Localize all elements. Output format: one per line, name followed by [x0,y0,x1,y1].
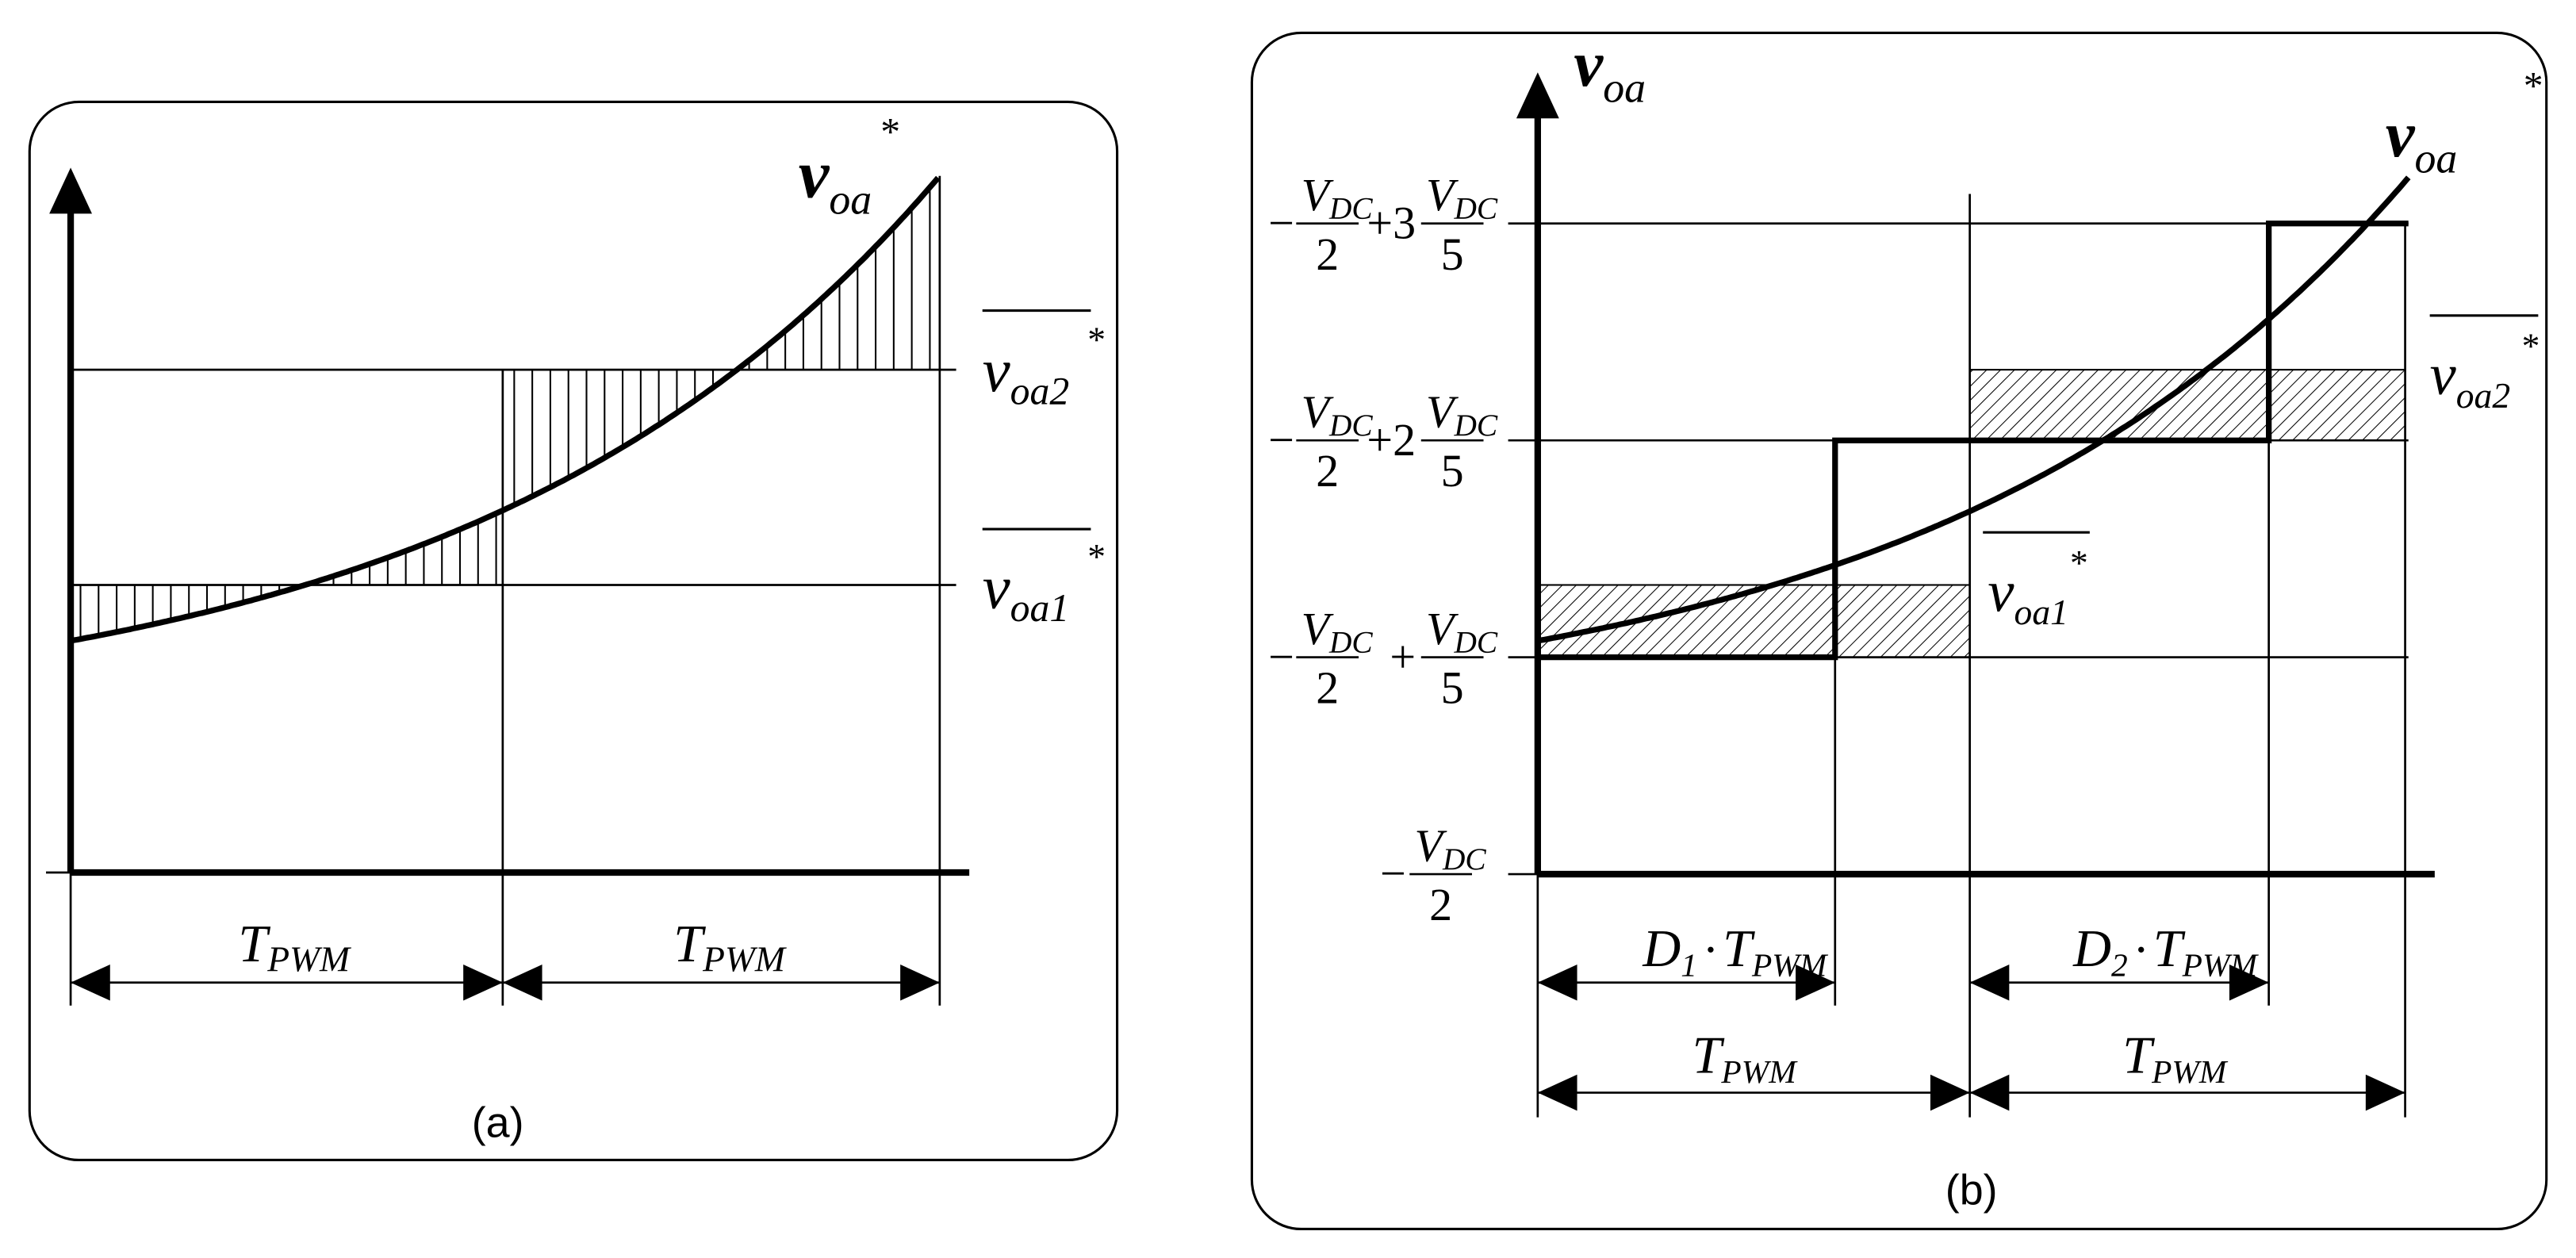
avg1-label-star: * [1087,536,1106,577]
panel-a-frame [28,100,1119,1162]
curve-label: voa [2386,98,2458,182]
curve-label: voa [799,136,872,224]
panel-b-frame [1250,31,2548,1231]
arrow-left-icon [71,964,110,1001]
fraction-numerator: VDC [1301,603,1374,659]
avg2-label: voa2 [983,336,1070,413]
curve-label-star: * [2524,63,2543,107]
level-multiplier: +3 [1367,197,1416,248]
fraction-denominator: 5 [1441,662,1464,714]
duty2-label: D2 · TPWM [2072,920,2259,983]
arrow-left-icon [1969,964,2010,1001]
fraction-numerator: VDC [1426,603,1498,659]
level-multiplier: + [1390,631,1416,682]
panel-a: voa * voa2 * voa1 * TPWM TPWM (a) [28,100,1119,1162]
avg2-hatched-area [1968,369,2406,442]
avg2-label-star: * [1087,319,1106,359]
fraction-numerator: VDC [1301,169,1374,225]
arrow-right-icon [2229,964,2269,1001]
output-voltage-step-waveform [1537,221,2409,661]
fraction-denominator: 2 [1316,662,1339,714]
period-label-1: TPWM [238,915,352,979]
fraction-numerator: VDC [1301,386,1374,443]
avg1-label-star: * [2070,543,2088,583]
arrow-left-icon [1537,964,1577,1001]
panel-a-error-hatching [79,187,931,639]
fraction-numerator: VDC [1426,169,1498,225]
reference-voltage-curve [70,175,941,644]
fraction-denominator: 2 [1316,445,1339,497]
minus-sign: − [1380,848,1406,899]
fraction-denominator: 2 [1429,879,1452,930]
avg2-label-star: * [2522,326,2540,366]
duty1-label: D1 · TPWM [1642,920,1828,983]
arrow-left-icon [502,964,542,1001]
panel-a-caption: (a) [472,1099,524,1146]
curve-label-star: * [880,109,900,153]
arrow-left-icon [1969,1074,2010,1111]
fraction-denominator: 5 [1441,228,1464,280]
arrow-right-icon [2365,1074,2405,1111]
y-axis-arrow-icon [1516,72,1559,119]
arrow-right-icon [463,964,503,1001]
panel-b: voa voa * voa2 * voa1 * −VDC2+3VDC5−VDC2… [1250,27,2548,1231]
arrow-right-icon [1796,964,1835,1001]
minus-sign: − [1268,197,1294,248]
arrow-right-icon [1930,1074,1970,1111]
y-axis-arrow-icon [49,167,92,214]
avg1-label: voa1 [983,553,1070,630]
avg1-label: voa1 [1988,560,2068,633]
fraction-numerator: VDC [1426,386,1498,443]
fraction-numerator: VDC [1415,819,1487,876]
fraction-denominator: 2 [1316,228,1339,280]
minus-sign: − [1268,414,1294,466]
period-label-2: TPWM [673,915,788,979]
fraction-denominator: 5 [1441,445,1464,497]
minus-sign: − [1268,631,1294,682]
avg1-hatched-area [1536,584,1971,658]
period-label-1: TPWM [1692,1027,1799,1090]
period-label-2: TPWM [2122,1027,2229,1090]
arrow-right-icon [900,964,940,1001]
panel-b-dimension-arrows [1537,964,2405,1111]
axis-label: voa [1574,27,1646,112]
panel-b-caption: (b) [1945,1166,1998,1214]
avg2-label: voa2 [2430,343,2510,416]
reference-voltage-curve [1537,175,2411,644]
level-multiplier: +2 [1367,414,1416,466]
panel-a-dimension-arrows [71,964,940,1001]
arrow-left-icon [1537,1074,1577,1111]
